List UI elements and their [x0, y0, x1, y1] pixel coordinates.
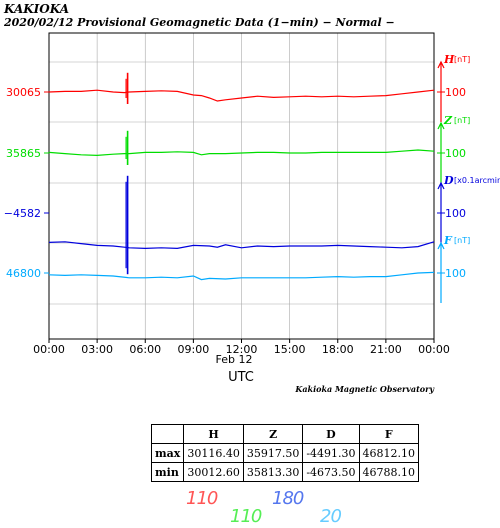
stats-row-min: min 30012.60 35813.30 -4673.50 46788.10	[150, 462, 420, 482]
stats-cell: -4673.50	[302, 462, 360, 482]
x-tick-label: 00:00	[418, 343, 450, 356]
x-axis-ticks: 00:00 03:00 06:00 09:00 12:00 15:00 18:00 21:00…	[33, 339, 450, 356]
scale-unit-z: [nT]	[454, 116, 470, 125]
plot-grid	[49, 33, 434, 339]
scale-arrow-f	[437, 241, 445, 250]
observatory-credit: Kakioka Magnetic Observatory	[294, 384, 435, 394]
stats-header-f: F	[358, 424, 420, 444]
scale-letter-h: H	[443, 53, 455, 66]
scale-arrow-h	[437, 60, 445, 69]
series-line-d	[48, 241, 435, 250]
scale-arrow-d	[437, 181, 445, 190]
scale-letter-z: Z	[443, 114, 453, 127]
series-line-h	[48, 89, 435, 102]
scale-letter-f: F	[443, 234, 453, 247]
left-axis-ticks: 30065 35865 −4582 46800	[4, 86, 49, 280]
chart-title: KAKIOKA	[3, 2, 69, 16]
handwritten-f-index: 20	[320, 506, 342, 527]
x-tick-label: 15:00	[274, 343, 306, 356]
scale-letter-d: D	[443, 174, 454, 187]
left-tick-label-z: 35865	[6, 147, 41, 160]
stats-header-z: Z	[242, 424, 304, 444]
x-tick-label: 03:00	[81, 343, 113, 356]
stats-row-label: min	[150, 462, 185, 482]
stats-cell: 35813.30	[242, 462, 304, 482]
geomagnetic-chart: KAKIOKA 2020/02/12 Provisional Geomagnet…	[3, 2, 500, 394]
left-tick-label-h: 30065	[6, 86, 41, 99]
stats-cell: -4491.30	[302, 443, 360, 463]
x-tick-label: 12:00	[226, 343, 258, 356]
scale-arrow-z	[437, 121, 445, 130]
x-tick-label: 06:00	[129, 343, 161, 356]
stats-header-h: H	[183, 424, 244, 444]
scale-unit-d: [x0.1arcmin]	[454, 176, 500, 185]
stats-cell: 30012.60	[183, 462, 244, 482]
x-tick-label: 09:00	[178, 343, 210, 356]
series-line-z	[48, 149, 435, 157]
series-layer	[48, 72, 435, 281]
stats-row-label: max	[150, 443, 185, 463]
x-axis-label: UTC	[228, 370, 254, 385]
stats-table: H Z D F max 30116.40 35917.50 -4491.30 4…	[150, 424, 420, 482]
chart-subtitle: 2020/02/12 Provisional Geomagnetic Data …	[3, 16, 395, 29]
series-line-f	[48, 271, 435, 281]
left-tick-label-f: 46800	[6, 267, 41, 280]
scale-value-z: 100	[445, 147, 466, 160]
scale-value-d: 100	[445, 207, 466, 220]
handwritten-d-index: 180	[272, 488, 304, 509]
stats-header-blank	[150, 424, 185, 444]
stats-cell: 30116.40	[183, 443, 244, 463]
x-date-label: Feb 12	[216, 353, 253, 366]
stats-cell: 46812.10	[358, 443, 420, 463]
scale-value-h: 100	[445, 86, 466, 99]
scale-value-f: 100	[445, 267, 466, 280]
handwritten-h-index: 110	[186, 488, 218, 509]
scale-unit-h: [nT]	[454, 55, 470, 64]
x-tick-label: 21:00	[370, 343, 402, 356]
x-tick-label: 00:00	[33, 343, 65, 356]
stats-row-max: max 30116.40 35917.50 -4491.30 46812.10	[150, 443, 420, 463]
scale-unit-f: [nT]	[454, 236, 470, 245]
stats-cell: 46788.10	[358, 462, 420, 482]
handwritten-z-index: 110	[230, 506, 262, 527]
stats-header-d: D	[302, 424, 360, 444]
x-tick-label: 18:00	[322, 343, 354, 356]
left-tick-label-d: −4582	[4, 207, 41, 220]
stats-header-row: H Z D F	[150, 424, 420, 444]
stats-cell: 35917.50	[242, 443, 304, 463]
